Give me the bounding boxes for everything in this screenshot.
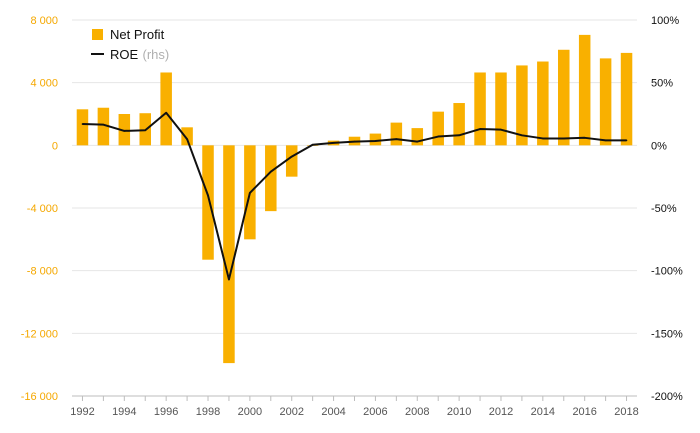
net-profit-bars (76, 34, 633, 364)
legend-label-net-profit: Net Profit (110, 27, 165, 42)
y-right-tick-label: -50% (651, 203, 677, 215)
bar-net-profit-1994 (118, 114, 131, 146)
bar-net-profit-2011 (474, 72, 486, 146)
roe-point-2011 (479, 128, 481, 130)
x-tick-label: 2000 (238, 406, 262, 418)
x-tick-label: 2016 (572, 406, 596, 418)
bar-net-profit-2002 (285, 145, 298, 177)
roe-point-1994 (123, 130, 126, 132)
roe-point-2000 (249, 192, 251, 194)
x-tick-label: 2004 (321, 406, 345, 418)
y-left-tick-label: 8 000 (30, 15, 58, 27)
bar-net-profit-2017 (599, 58, 612, 146)
x-tick-label: 1994 (112, 406, 136, 418)
x-tick-label: 2010 (447, 406, 471, 418)
y-right-tick-label: 50% (651, 78, 673, 90)
bar-net-profit-2014 (537, 61, 549, 146)
roe-point-1999 (228, 278, 230, 281)
roe-point-2014 (542, 137, 544, 140)
roe-point-2012 (500, 128, 502, 131)
bar-net-profit-2015 (558, 49, 570, 146)
x-tick-label: 2002 (279, 406, 303, 418)
axes: 8 000 4 000 0 -4 000 -8 000 -12 000 -16 000 100… (21, 15, 683, 418)
y-left-tick-label: -4 000 (27, 203, 58, 215)
roe-point-2004 (332, 142, 335, 144)
bar-net-profit-2013 (516, 65, 528, 146)
roe-point-2009 (437, 135, 440, 138)
roe-point-1996 (165, 111, 167, 114)
roe-point-2013 (521, 134, 523, 137)
bar-net-profit-2008 (411, 128, 424, 146)
bar-net-profit-2001 (265, 145, 277, 212)
roe-point-2017 (604, 139, 607, 142)
roe-point-2018 (625, 139, 628, 142)
y-right-tick-label: -100% (651, 266, 683, 278)
roe-point-1998 (207, 194, 209, 197)
y-left-tick-label: -16 000 (21, 391, 58, 403)
y-left-tick-label: -8 000 (27, 266, 58, 278)
x-tick-label: 2014 (531, 406, 555, 418)
roe-point-2007 (395, 138, 398, 140)
bar-net-profit-1997 (181, 127, 193, 146)
roe-point-1992 (81, 123, 84, 125)
bar-net-profit-1992 (76, 109, 89, 146)
x-tick-label: 1998 (196, 406, 220, 418)
bar-net-profit-1996 (160, 72, 172, 146)
bar-net-profit-2009 (432, 111, 444, 146)
legend-swatch-net-profit (92, 29, 103, 40)
x-tick-label: 2006 (363, 406, 387, 418)
bar-net-profit-2016 (578, 34, 591, 146)
roe-point-1993 (102, 123, 105, 126)
gridlines (72, 19, 637, 397)
bar-net-profit-2012 (495, 72, 507, 146)
legend-label-roe: ROE (110, 47, 139, 62)
x-tick-label: 1996 (154, 406, 178, 418)
legend: Net Profit ROE (rhs) (91, 27, 169, 62)
roe-point-1995 (144, 129, 147, 132)
bar-net-profit-2006 (369, 133, 382, 146)
roe-point-2001 (269, 170, 272, 173)
bar-net-profit-1999 (223, 145, 235, 364)
y-right-tick-label: 0% (651, 140, 667, 152)
y-right-tick-label: 100% (651, 15, 679, 27)
y-right-tick-label: -150% (651, 328, 683, 340)
roe-point-2005 (353, 140, 356, 143)
x-tick-label: 2012 (489, 406, 513, 418)
y-left-tick-label: 0 (52, 140, 58, 152)
legend-label-roe-suffix: (rhs) (143, 47, 170, 62)
roe-line-group (81, 111, 628, 281)
roe-point-2002 (290, 155, 293, 158)
x-tick-label: 1992 (70, 406, 94, 418)
y-right-tick-label: -200% (651, 391, 683, 403)
roe-point-2010 (458, 134, 460, 137)
bar-net-profit-2007 (390, 122, 403, 146)
roe-point-2015 (562, 137, 565, 140)
bar-net-profit-2010 (453, 103, 465, 146)
x-tick-label: 2018 (614, 406, 638, 418)
bar-net-profit-1993 (97, 107, 110, 146)
x-tick-label: 2008 (405, 406, 429, 418)
roe-point-2008 (416, 140, 419, 143)
bar-net-profit-2018 (620, 52, 633, 146)
roe-point-2016 (583, 137, 586, 139)
y-left-tick-label: 4 000 (30, 78, 58, 90)
roe-point-1997 (186, 138, 188, 140)
y-left-tick-label: -12 000 (21, 328, 58, 340)
roe-point-2003 (311, 143, 314, 146)
bar-net-profit-1998 (202, 145, 214, 260)
roe-point-2006 (374, 140, 377, 142)
